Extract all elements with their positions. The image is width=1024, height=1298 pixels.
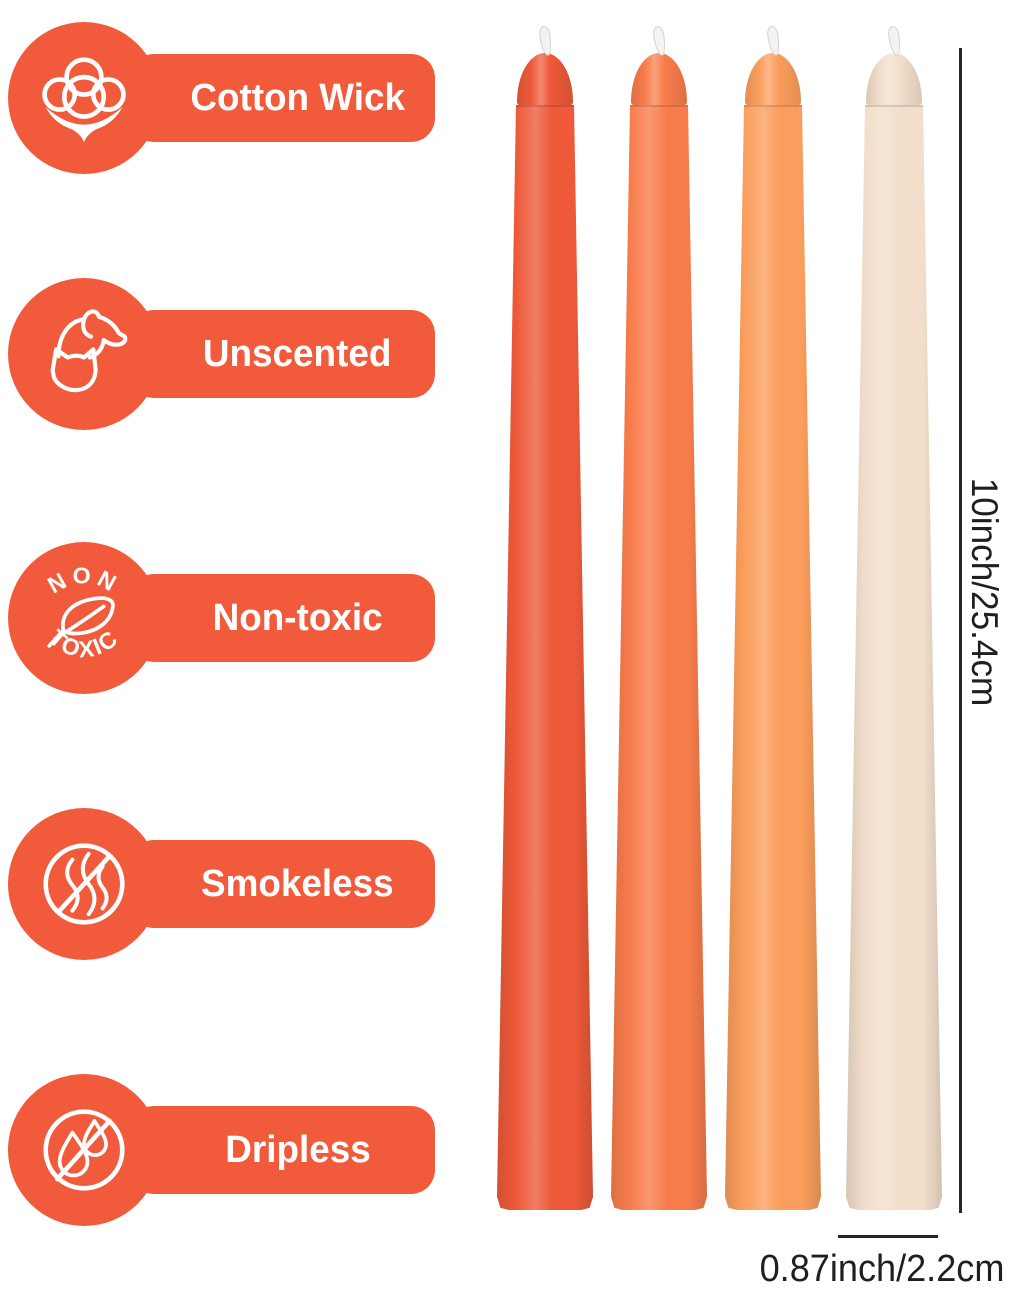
candle-body [725, 105, 821, 1210]
cotton-icon [42, 57, 126, 143]
candle-wick [886, 25, 902, 57]
candle-body [611, 105, 707, 1210]
taper-candle-orange [611, 25, 707, 1210]
badge-label: Dripless [224, 1128, 371, 1171]
badge-pill: Cotton Wick [130, 54, 435, 142]
width-dimension-label: 0.87inch/2.2cm [759, 1248, 1005, 1290]
taper-candle-light-orange [725, 25, 821, 1210]
badge-circle [8, 1074, 160, 1226]
height-dimension-label: 10inch/25.4cm [964, 477, 1005, 707]
badge-label: Unscented [203, 332, 392, 375]
badge-circle: NON TOXIC [8, 542, 160, 694]
toxic-arc-text: TOXIC [44, 624, 121, 662]
badge-circle [8, 808, 160, 960]
width-dimension-line [838, 1235, 938, 1238]
taper-candle-red-orange [497, 25, 593, 1210]
badge-label: Smokeless [201, 862, 394, 905]
no-drip-icon [43, 1109, 125, 1191]
candle-tip [866, 53, 922, 106]
non-toxic-leaf-icon: NON TOXIC [43, 562, 124, 662]
non-arc-text: NON [43, 562, 120, 598]
no-smoke-icon [43, 843, 125, 925]
candle-tip [745, 53, 801, 106]
candle-wick [651, 25, 667, 57]
svg-text:NON: NON [43, 562, 124, 598]
candle-body [497, 105, 593, 1210]
badge-label: Cotton Wick [190, 76, 405, 119]
badge-circle [8, 22, 160, 174]
badge-label: Non-toxic [212, 596, 383, 639]
badge-pill: Dripless [130, 1106, 435, 1194]
candle-wick [765, 25, 781, 57]
candle-body [846, 105, 942, 1210]
candle-tip [517, 53, 573, 106]
badge-pill: Unscented [130, 310, 435, 398]
svg-text:TOXIC: TOXIC [44, 624, 124, 662]
badge-pill: Non-toxic [130, 574, 435, 662]
height-dimension-line [959, 48, 962, 1213]
taper-candle-cream [846, 25, 942, 1210]
badge-circle [8, 278, 160, 430]
candle-wick [537, 25, 553, 57]
candle-tip [631, 53, 687, 106]
badge-pill: Smokeless [130, 840, 435, 928]
dog-cat-icon [50, 309, 128, 393]
